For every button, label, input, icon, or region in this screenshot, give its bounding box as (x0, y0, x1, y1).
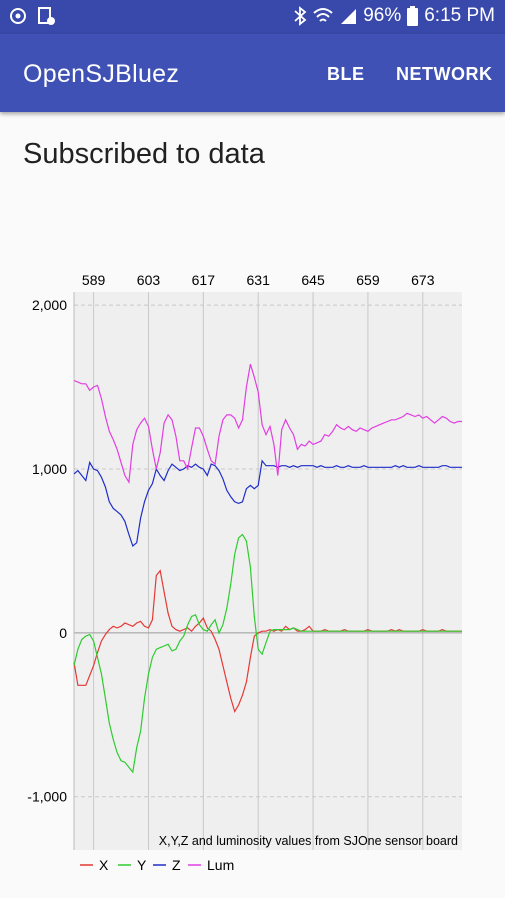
series-lines (73, 363, 462, 774)
y-tick-label: -1,000 (27, 789, 67, 805)
wifi-icon (313, 8, 333, 22)
plot-area (74, 292, 462, 850)
legend-label-y: Y (137, 857, 147, 873)
x-tick-label: 673 (411, 272, 435, 288)
y-tick-label: 1,000 (32, 461, 67, 477)
series-line-y (73, 533, 462, 774)
legend: X Y Z Lum (80, 857, 234, 873)
ble-button[interactable]: BLE (327, 64, 365, 84)
cellular-signal-icon (341, 9, 357, 24)
app-bar: OpenSJBluez BLE NETWORK (0, 34, 505, 112)
y-tick-label: 0 (59, 625, 67, 641)
legend-label-z: Z (172, 857, 181, 873)
y-tick-label: 2,000 (32, 297, 67, 313)
series-line-x (73, 569, 462, 713)
page-title: Subscribed to data (23, 138, 265, 170)
bluetooth-icon (294, 6, 307, 26)
sensor-line-chart: 589 603 617 631 645 659 673 2,000 1,000 0 -1,000 X… (27, 272, 462, 873)
x-tick-label: 603 (137, 272, 161, 288)
x-tick-label: 645 (301, 272, 325, 288)
battery-percent: 96% (363, 5, 402, 26)
tick-labels: 589 603 617 631 645 659 673 2,000 1,000 0 -1,000 (27, 272, 434, 805)
chart-description: X,Y,Z and luminosity values from SJOne s… (159, 834, 458, 848)
image-icon (38, 7, 55, 25)
x-tick-label: 617 (192, 272, 216, 288)
legend-label-lum: Lum (207, 857, 234, 873)
battery-icon (407, 6, 419, 26)
grid-lines (73, 292, 462, 850)
status-left-icons (8, 6, 56, 26)
series-line-z (73, 459, 462, 548)
sync-icon (10, 8, 26, 24)
legend-label-x: X (99, 857, 109, 873)
clock: 6:15 PM (424, 5, 495, 26)
status-right-icons: 96% 6:15 PM (293, 5, 495, 27)
app-title: OpenSJBluez (23, 60, 180, 88)
x-tick-label: 631 (247, 272, 271, 288)
x-tick-label: 659 (356, 272, 380, 288)
status-bar: 96% 6:15 PM (0, 0, 505, 34)
x-tick-label: 589 (82, 272, 106, 288)
series-line-lum (73, 363, 462, 484)
network-button[interactable]: NETWORK (396, 64, 493, 84)
